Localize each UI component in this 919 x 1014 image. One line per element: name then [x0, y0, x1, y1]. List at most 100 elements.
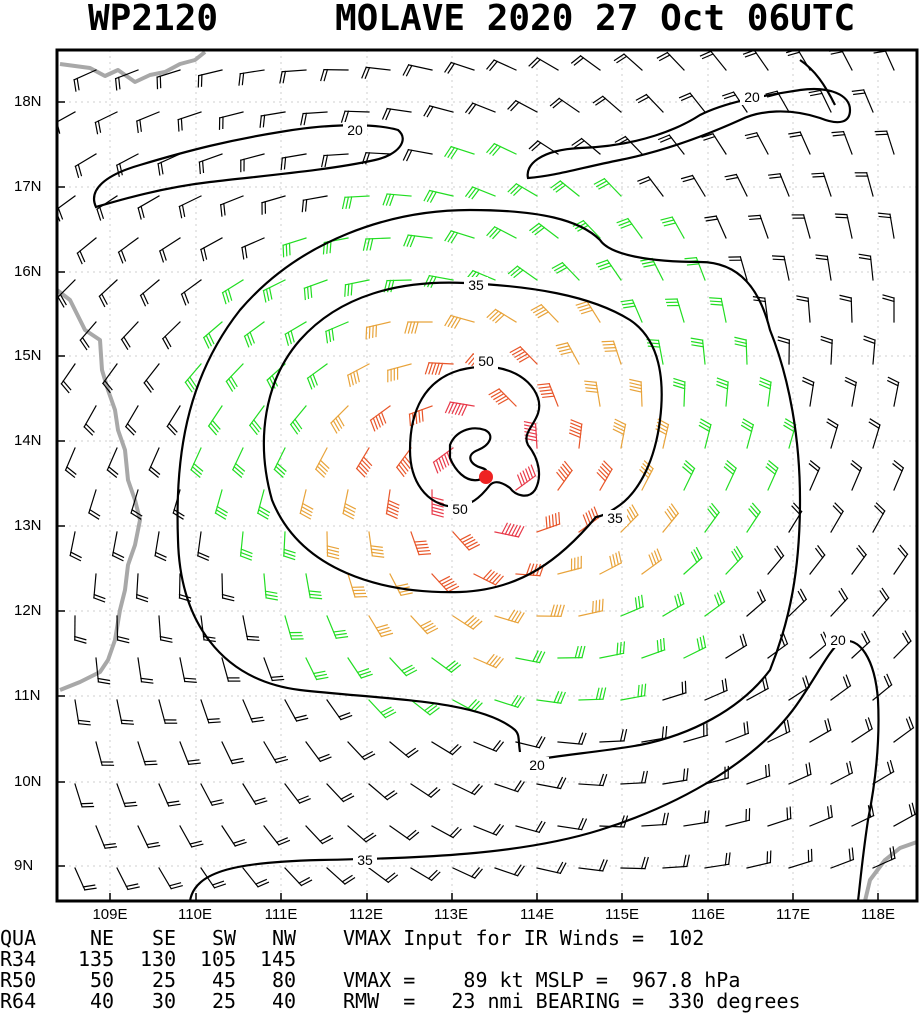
wind-barb [599, 551, 623, 575]
wind-barb [325, 321, 349, 344]
wind-barb [683, 546, 703, 575]
wind-barb [592, 95, 622, 113]
lat-label: 14N [14, 432, 42, 449]
wind-barb [64, 447, 77, 479]
wind-barb [507, 265, 538, 281]
lat-label: 11N [14, 687, 41, 704]
wind-barb [556, 460, 573, 491]
wind-barb [771, 255, 790, 281]
lon-label: 115E [605, 906, 639, 923]
wind-barb [74, 699, 91, 726]
wind-barb [207, 405, 223, 436]
rmw-bearing-line: RMW = 23 nmi BEARING = 330 degrees [343, 989, 801, 1013]
wind-barb [135, 573, 149, 603]
wind-barb [464, 186, 496, 200]
lat-label: 16N [14, 263, 42, 280]
coastline-north [59, 50, 207, 84]
wind-barb [571, 137, 601, 155]
wind-barb [158, 867, 183, 890]
wind-barb [808, 89, 832, 113]
wind-barb [850, 459, 863, 491]
wind-barb [494, 522, 525, 538]
wind-barb [709, 297, 727, 323]
wind-barb [368, 531, 385, 558]
wind-barb [704, 502, 720, 533]
wind-barb [239, 531, 253, 561]
wind-barb [494, 694, 525, 709]
wind-barb [284, 615, 304, 640]
wind-barb [680, 174, 706, 197]
wind-barb [578, 598, 604, 617]
wind-barb [284, 783, 311, 804]
wind-barb [788, 588, 808, 617]
wind-barb [851, 89, 874, 113]
wind-barb [868, 418, 881, 449]
wind-barb [662, 592, 685, 617]
wind-barb [834, 213, 853, 239]
contour-label: 50 [452, 501, 468, 517]
quad-se: SE [152, 926, 177, 950]
wind-barb [662, 680, 687, 701]
wind-barb [725, 633, 748, 659]
wind-barb [578, 773, 608, 787]
wind-barb [872, 502, 886, 533]
wind-barb [305, 573, 323, 600]
wind-barb [282, 237, 307, 258]
wind-barb [452, 783, 483, 796]
wind-barb [494, 609, 525, 624]
wind-barb [365, 321, 391, 340]
wind-barb [261, 195, 286, 215]
wind-barb [130, 489, 143, 520]
wind-barb [284, 321, 307, 346]
wind-barb [515, 820, 546, 834]
wind-barb [830, 674, 852, 701]
wind-barb [641, 812, 670, 827]
wind-barb [673, 377, 686, 407]
wind-barb [156, 69, 181, 90]
contour-label: 20 [529, 757, 545, 773]
wind-barb [136, 111, 160, 134]
wind-barb [882, 294, 895, 323]
wind-barb [242, 867, 270, 888]
wind-barb [820, 335, 833, 365]
storm-center-marker [479, 470, 493, 484]
wind-barb [788, 131, 811, 155]
wind-barb [660, 216, 685, 239]
wind-barb [744, 131, 769, 155]
wind-barb [115, 153, 139, 178]
wind-barb [854, 172, 874, 197]
wind-barb [179, 657, 197, 683]
wind-barb [116, 699, 134, 725]
wind-barb [746, 850, 772, 869]
wind-barb [557, 555, 582, 575]
wind-barb [858, 253, 874, 281]
wind-barb [143, 363, 160, 393]
wind-barb [83, 405, 97, 436]
wind-barb [404, 321, 433, 334]
wind-barb [620, 770, 649, 785]
wind-barb [486, 226, 517, 240]
wind-barb [640, 257, 664, 281]
wind-barb [791, 214, 811, 239]
wind-barb [178, 195, 202, 219]
wind-barb [748, 214, 769, 239]
wind-barb [893, 716, 915, 743]
wind-barb [704, 590, 726, 617]
lon-label: 109E [92, 906, 128, 923]
wind-barb [389, 825, 420, 841]
wind-barb [704, 852, 731, 869]
wind-barb [683, 723, 708, 743]
wind-barb [473, 653, 504, 669]
wind-barb [809, 718, 832, 743]
wind-barb [340, 110, 370, 123]
wind-barb [444, 230, 475, 244]
wind-barb [515, 650, 546, 664]
wind-barb [200, 699, 221, 724]
wind-barb [221, 573, 235, 602]
wind-barb [549, 97, 580, 113]
wind-barb [79, 321, 97, 351]
wind-barb [557, 645, 586, 659]
wind-barb [137, 657, 154, 684]
r50-se: 25 [152, 968, 177, 992]
